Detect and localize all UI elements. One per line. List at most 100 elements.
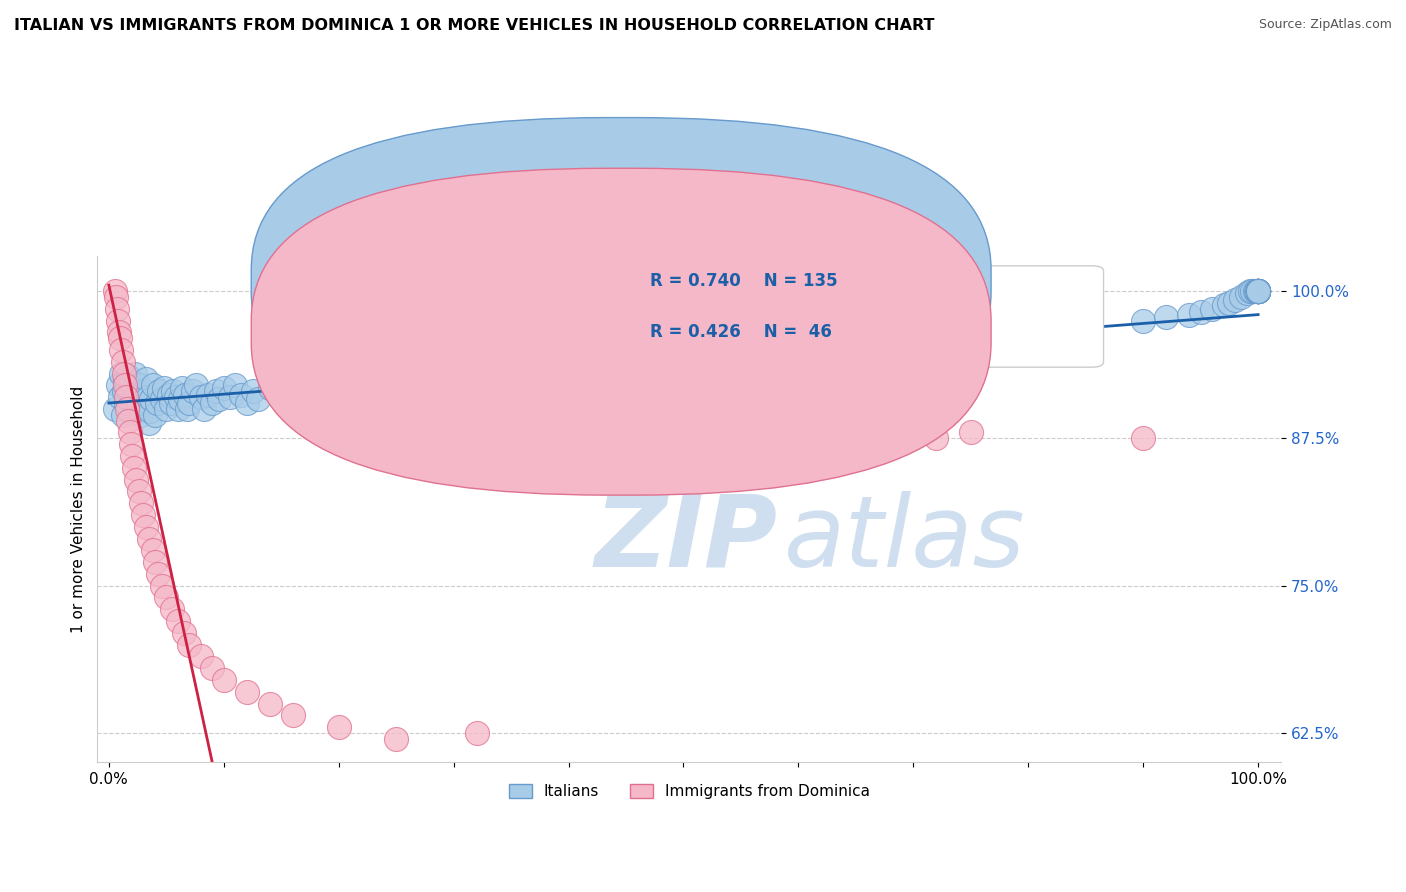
Point (408, 384, 430, 399)
Point (105, 301, 128, 316)
Point (165, 390, 187, 404)
Point (1247, 284, 1270, 298)
Point (150, 392, 173, 407)
Point (157, 388, 180, 402)
Point (328, 381, 350, 395)
Point (1247, 284, 1270, 298)
Point (361, 376, 384, 390)
Point (146, 396, 169, 410)
Point (121, 449, 143, 463)
Point (160, 602, 183, 616)
Point (197, 388, 219, 402)
Point (242, 384, 264, 399)
Point (1132, 313, 1154, 327)
Point (430, 378, 453, 392)
Point (141, 543, 163, 558)
Point (120, 376, 142, 390)
Point (104, 290, 127, 304)
Point (465, 378, 488, 392)
Point (117, 414, 139, 428)
Point (1017, 319, 1039, 334)
Point (129, 408, 152, 422)
Point (281, 708, 304, 723)
Point (204, 384, 226, 399)
Text: ZIP: ZIP (595, 491, 778, 588)
Point (125, 390, 148, 404)
Point (454, 367, 477, 381)
Point (117, 368, 139, 383)
Point (1247, 284, 1270, 298)
Point (1247, 284, 1270, 298)
Y-axis label: 1 or more Vehicles in Household: 1 or more Vehicles in Household (72, 385, 86, 632)
Point (111, 408, 134, 422)
Point (374, 381, 396, 395)
Point (385, 378, 408, 392)
Point (1239, 284, 1261, 298)
Point (557, 349, 579, 363)
Point (1247, 284, 1270, 298)
Point (110, 331, 132, 345)
Point (903, 326, 925, 340)
Point (127, 401, 149, 416)
Point (218, 390, 240, 404)
Point (581, 357, 603, 371)
Point (115, 390, 138, 404)
Point (1218, 295, 1240, 310)
Point (1247, 284, 1270, 298)
Point (179, 396, 201, 410)
Point (132, 508, 155, 522)
Point (172, 381, 194, 395)
Point (135, 520, 157, 534)
Point (132, 396, 155, 410)
Point (1074, 317, 1097, 331)
Point (305, 384, 328, 399)
Point (181, 384, 204, 399)
Point (115, 401, 138, 416)
Point (465, 726, 488, 740)
Point (1247, 284, 1270, 298)
Point (190, 649, 212, 664)
Point (124, 367, 146, 381)
Point (1247, 284, 1270, 298)
Point (512, 355, 534, 369)
Point (112, 384, 135, 399)
Point (292, 376, 315, 390)
Point (128, 388, 150, 402)
Point (603, 352, 626, 367)
Point (110, 343, 132, 357)
Point (121, 392, 143, 407)
Point (179, 638, 201, 652)
Point (328, 720, 350, 734)
Point (143, 555, 166, 569)
Point (1230, 290, 1253, 304)
Point (1247, 284, 1270, 298)
Point (350, 388, 373, 402)
Point (1212, 298, 1234, 312)
Point (107, 378, 129, 392)
Point (160, 396, 183, 410)
Point (138, 532, 160, 546)
Point (138, 416, 160, 430)
Point (104, 401, 127, 416)
Text: R = 0.426    N =  46: R = 0.426 N = 46 (650, 323, 832, 341)
Point (166, 401, 188, 416)
Point (122, 460, 145, 475)
Point (672, 355, 695, 369)
Point (247, 392, 270, 407)
Point (718, 345, 741, 359)
Point (110, 390, 132, 404)
Point (141, 392, 163, 407)
Point (114, 378, 136, 392)
Point (224, 378, 246, 392)
Point (845, 331, 868, 345)
Point (108, 326, 131, 340)
Point (765, 425, 787, 440)
Point (1247, 284, 1270, 298)
Point (114, 372, 136, 386)
Point (1201, 301, 1223, 316)
Point (104, 284, 127, 298)
Point (169, 392, 191, 407)
Point (143, 408, 166, 422)
Text: R = 0.740    N = 135: R = 0.740 N = 135 (650, 272, 838, 290)
Point (162, 384, 184, 399)
